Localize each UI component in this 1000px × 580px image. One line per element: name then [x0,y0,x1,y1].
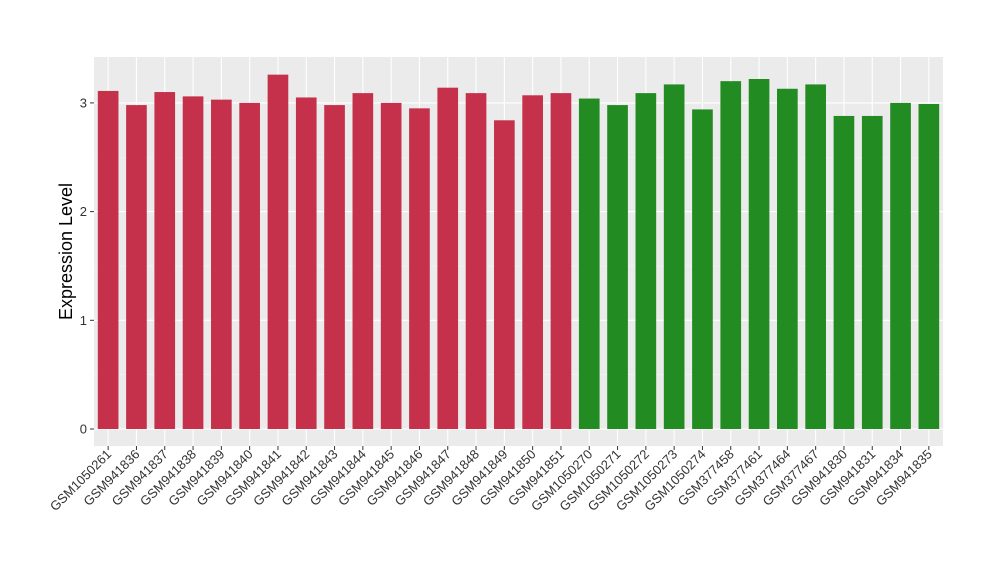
bar [777,88,798,430]
y-tick-label: 3 [80,95,87,110]
y-tick-label: 2 [80,204,87,219]
bar [295,97,317,429]
bar [97,90,119,430]
bar [126,105,147,429]
bar [861,115,883,429]
bar [663,84,685,430]
bar [692,109,713,429]
bar [352,93,374,429]
bar [522,95,543,429]
bar [324,105,345,429]
bars [97,74,940,430]
bar [918,103,940,429]
plot-panel [94,57,943,446]
bar [805,84,826,430]
bar [267,74,289,429]
bar [833,115,855,429]
bar [748,78,770,430]
bar [465,93,487,429]
bar [890,102,911,430]
y-axis-title: Expression Level [56,183,76,320]
bar [380,102,402,430]
bar [635,93,657,429]
bar [239,102,260,430]
bar [720,81,742,429]
bar [494,120,515,430]
y-axis: 0 1 2 3 [80,95,94,437]
y-tick-label: 1 [80,313,87,328]
x-axis: GSM1050261GSM941836GSM941837GSM941838GSM… [47,446,935,514]
bar [409,108,430,430]
bar [437,87,459,429]
y-tick-label: 0 [80,422,87,437]
bar [211,99,232,429]
bar [607,105,628,429]
bar [182,96,204,430]
bar [550,93,572,429]
bar [578,98,600,429]
bar [154,92,176,429]
